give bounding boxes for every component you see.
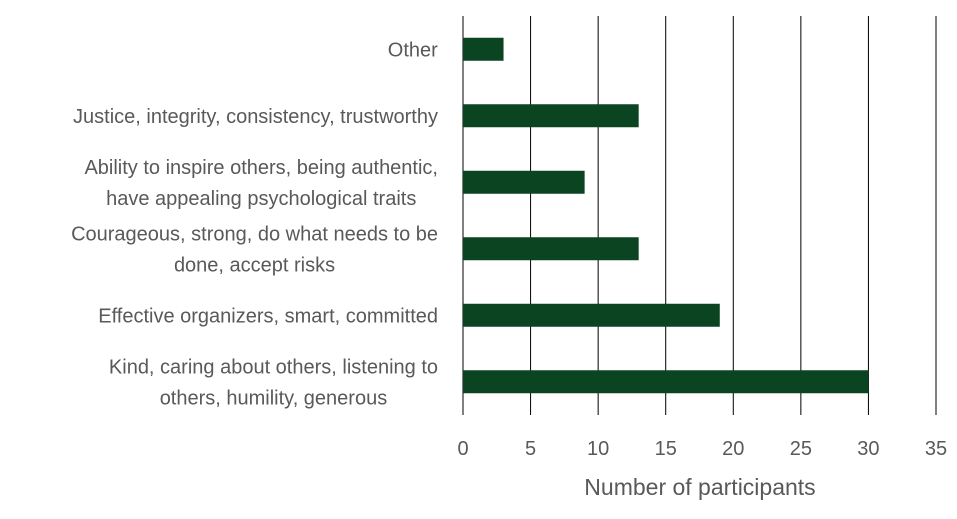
category-label: Ability to inspire others, being authent… [84,157,438,210]
bars [463,37,869,394]
bar [463,237,639,261]
x-tick-label: 10 [587,438,609,460]
x-axis-title: Number of participants [584,474,815,500]
bar [463,370,869,394]
x-tick-label: 15 [655,438,677,460]
category-label: Justice, integrity, consistency, trustwo… [73,106,438,128]
x-tick-label: 35 [925,438,947,460]
bar [463,37,504,61]
category-label: Kind, caring about others, listening to o… [109,356,438,409]
category-label: Courageous, strong, do what needs to be d… [71,223,438,276]
x-tick-label: 25 [790,438,812,460]
x-tick-label: 30 [857,438,879,460]
category-label: Effective organizers, smart, committed [98,305,438,327]
gridlines [462,16,937,415]
bar [463,303,720,327]
x-tick-label: 0 [457,438,468,460]
bar [463,170,585,194]
x-tick-label: 5 [525,438,536,460]
category-label: Other [388,39,438,61]
x-tick-label: 20 [722,438,744,460]
category-labels: Other Justice, integrity, consistency, tr… [71,39,438,409]
x-tick-labels: 0 5 10 15 20 25 30 35 [457,438,947,460]
bar [463,104,639,128]
